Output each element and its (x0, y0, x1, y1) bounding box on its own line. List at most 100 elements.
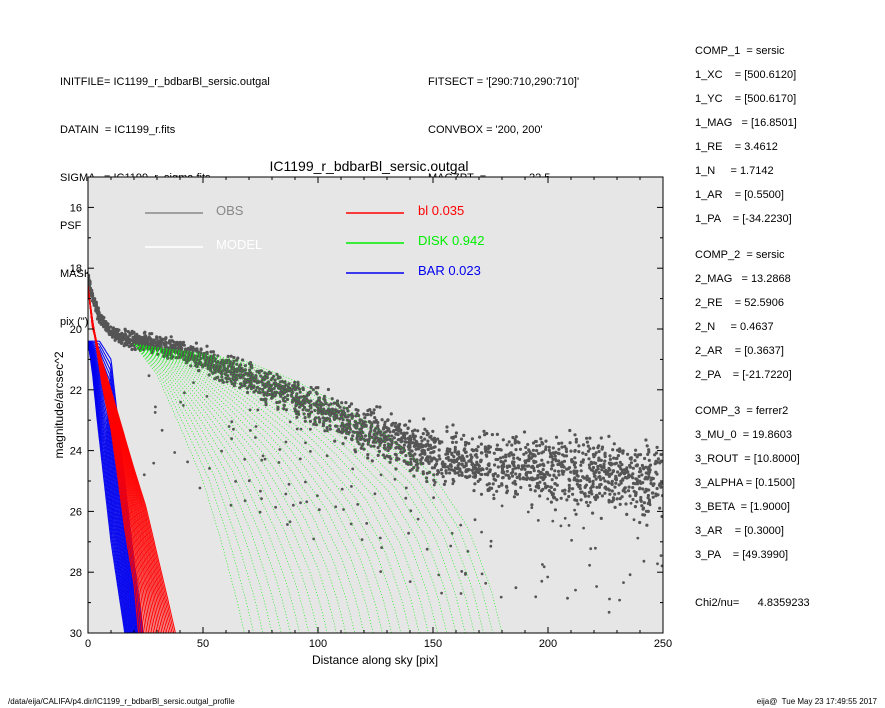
obs-point (522, 464, 526, 468)
obs-point (330, 407, 334, 411)
obs-point (293, 380, 297, 384)
obs-point (433, 440, 437, 444)
obs-point (255, 369, 259, 373)
obs-point (456, 450, 461, 454)
obs-point (456, 452, 460, 456)
obs-point (157, 346, 161, 350)
obs-point (501, 455, 505, 459)
obs-point (344, 436, 348, 440)
obs-point (484, 453, 488, 457)
obs-point (336, 403, 340, 408)
param-line: COMP_1 = sersic (695, 45, 785, 57)
obs-point (302, 405, 307, 410)
obs-point (386, 418, 390, 422)
obs-point (220, 362, 224, 366)
obs-point (510, 453, 515, 457)
obs-point (183, 354, 187, 358)
obs-point (500, 470, 504, 474)
obs-point (625, 476, 629, 480)
obs-point (579, 460, 584, 464)
obs-point (558, 463, 562, 467)
obs-point (408, 438, 412, 442)
obs-point (394, 467, 398, 471)
obs-point (445, 425, 449, 429)
obs-outlier-point (160, 428, 164, 432)
obs-point (218, 361, 222, 365)
obs-point (282, 388, 286, 392)
obs-point (225, 370, 229, 374)
obs-point (400, 436, 404, 440)
obs-point (282, 403, 286, 407)
obs-point (165, 350, 169, 354)
obs-point (486, 488, 490, 492)
obs-point (227, 377, 231, 381)
obs-point (465, 475, 469, 480)
obs-point (284, 389, 288, 394)
obs-outlier-point (254, 436, 257, 439)
obs-point (571, 460, 575, 464)
model-curve-bar (88, 341, 130, 633)
obs-point (193, 354, 197, 358)
obs-point (296, 402, 300, 406)
obs-point (433, 480, 437, 484)
obs-point (162, 351, 166, 355)
obs-point (603, 451, 607, 455)
obs-point (362, 412, 366, 416)
obs-point (479, 451, 483, 455)
obs-point (339, 424, 343, 428)
obs-point (591, 485, 595, 489)
obs-point (639, 495, 643, 500)
obs-point (355, 437, 359, 441)
obs-outlier-point (299, 501, 302, 505)
obs-point (172, 348, 177, 352)
obs-point (232, 378, 236, 382)
obs-point (486, 447, 490, 451)
param-line: 1_MAG = [16.8501] (695, 117, 797, 129)
obs-point (443, 465, 447, 469)
obs-point (358, 418, 362, 422)
obs-point (247, 378, 251, 382)
obs-point (538, 463, 542, 467)
obs-point (309, 385, 313, 390)
obs-point (581, 458, 586, 462)
obs-point (284, 388, 288, 392)
obs-point (348, 426, 352, 430)
obs-point (318, 420, 322, 424)
obs-point (258, 387, 262, 391)
obs-outlier-point (249, 429, 252, 432)
obs-point (607, 498, 611, 502)
obs-point (376, 420, 380, 425)
obs-point (423, 437, 427, 441)
obs-point (341, 423, 345, 427)
obs-point (540, 458, 544, 462)
obs-point (455, 452, 460, 456)
model-curve-disk (133, 343, 328, 633)
obs-point (290, 394, 294, 398)
obs-point (173, 346, 177, 350)
obs-outlier-point (404, 486, 408, 490)
obs-point (355, 436, 359, 440)
obs-point (476, 463, 480, 467)
obs-point (441, 475, 445, 479)
obs-point (372, 438, 377, 442)
obs-point (273, 392, 277, 396)
obs-point (618, 465, 622, 469)
model-curve-bar (88, 340, 143, 633)
obs-point (259, 369, 263, 373)
obs-point (594, 461, 598, 465)
obs-point (199, 351, 203, 355)
obs-point (396, 438, 400, 442)
obs-point (281, 390, 285, 394)
obs-point (188, 347, 192, 351)
obs-point (399, 428, 403, 432)
obs-point (306, 391, 310, 395)
obs-point (282, 391, 287, 395)
obs-point (331, 411, 335, 415)
obs-point (507, 454, 511, 458)
obs-point (638, 486, 642, 490)
obs-point (458, 468, 462, 472)
obs-point (531, 441, 536, 445)
obs-point (542, 477, 546, 481)
obs-point (412, 444, 416, 448)
obs-point (493, 472, 497, 476)
